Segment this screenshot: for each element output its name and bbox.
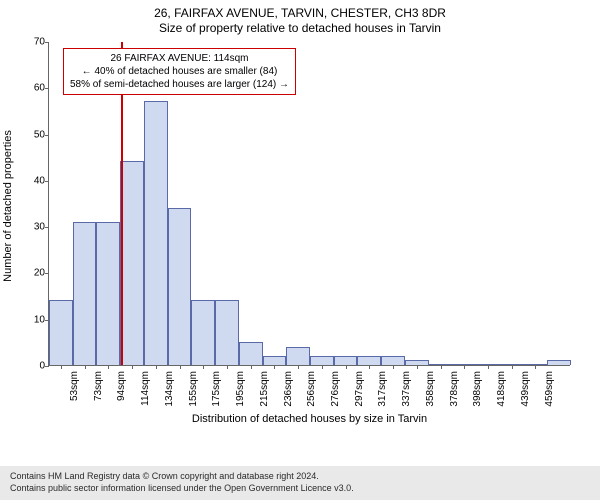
x-tick-mark <box>369 365 370 369</box>
chart-title-main: 26, FAIRFAX AVENUE, TARVIN, CHESTER, CH3… <box>0 6 600 20</box>
x-tick-label: 256sqm <box>306 371 317 411</box>
histogram-bar <box>191 300 215 365</box>
y-tick-mark <box>45 366 49 367</box>
x-tick-label: 418sqm <box>496 371 507 411</box>
x-tick-mark <box>85 365 86 369</box>
x-tick-label: 398sqm <box>472 371 483 411</box>
x-tick-label: 53sqm <box>69 371 80 411</box>
chart-area: Number of detached properties Distributi… <box>0 36 600 430</box>
x-axis-label: Distribution of detached houses by size … <box>49 413 570 425</box>
histogram-bar <box>547 360 571 365</box>
x-tick-label: 94sqm <box>116 371 127 411</box>
y-tick-mark <box>45 135 49 136</box>
histogram-bar <box>310 356 334 365</box>
x-tick-mark <box>441 365 442 369</box>
histogram-bar <box>96 222 120 365</box>
x-tick-mark <box>322 365 323 369</box>
histogram-bar <box>49 300 73 365</box>
x-tick-label: 73sqm <box>93 371 104 411</box>
histogram-bar <box>286 347 310 366</box>
annotation-line: ← 40% of detached houses are smaller (84… <box>70 65 289 78</box>
histogram-bar <box>73 222 97 365</box>
histogram-bar <box>120 161 144 365</box>
x-tick-label: 358sqm <box>425 371 436 411</box>
histogram-bar <box>239 342 263 365</box>
x-tick-mark <box>251 365 252 369</box>
histogram-bar <box>144 101 168 365</box>
y-tick-label: 40 <box>19 175 45 186</box>
x-tick-label: 195sqm <box>235 371 246 411</box>
y-tick-mark <box>45 181 49 182</box>
y-tick-mark <box>45 320 49 321</box>
y-tick-label: 60 <box>19 83 45 94</box>
x-tick-label: 114sqm <box>140 371 151 411</box>
histogram-bar <box>357 356 381 365</box>
x-tick-label: 215sqm <box>259 371 270 411</box>
x-tick-mark <box>108 365 109 369</box>
histogram-bar <box>168 208 192 365</box>
annotation-line: 58% of semi-detached houses are larger (… <box>70 78 289 91</box>
x-tick-label: 276sqm <box>330 371 341 411</box>
footer-line-2: Contains public sector information licen… <box>10 482 590 494</box>
x-tick-mark <box>346 365 347 369</box>
x-tick-mark <box>227 365 228 369</box>
x-tick-mark <box>180 365 181 369</box>
y-tick-mark <box>45 227 49 228</box>
histogram-bar <box>381 356 405 365</box>
x-tick-mark <box>274 365 275 369</box>
y-tick-mark <box>45 88 49 89</box>
x-tick-mark <box>203 365 204 369</box>
x-tick-mark <box>393 365 394 369</box>
chart-title-sub: Size of property relative to detached ho… <box>0 21 600 35</box>
y-tick-mark <box>45 273 49 274</box>
y-tick-label: 20 <box>19 268 45 279</box>
x-tick-label: 236sqm <box>283 371 294 411</box>
x-tick-label: 155sqm <box>188 371 199 411</box>
footer-attribution: Contains HM Land Registry data © Crown c… <box>0 466 600 500</box>
chart-title-block: 26, FAIRFAX AVENUE, TARVIN, CHESTER, CH3… <box>0 0 600 35</box>
y-tick-label: 0 <box>19 361 45 372</box>
footer-line-1: Contains HM Land Registry data © Crown c… <box>10 470 590 482</box>
x-tick-mark <box>464 365 465 369</box>
x-tick-label: 378sqm <box>449 371 460 411</box>
x-tick-label: 297sqm <box>354 371 365 411</box>
x-tick-label: 439sqm <box>520 371 531 411</box>
histogram-bar <box>215 300 239 365</box>
histogram-bar <box>334 356 358 365</box>
x-tick-label: 317sqm <box>377 371 388 411</box>
plot-area: Distribution of detached houses by size … <box>48 42 570 366</box>
x-tick-label: 459sqm <box>544 371 555 411</box>
x-tick-mark <box>156 365 157 369</box>
x-tick-label: 134sqm <box>164 371 175 411</box>
y-tick-label: 50 <box>19 129 45 140</box>
y-tick-label: 10 <box>19 314 45 325</box>
x-tick-mark <box>535 365 536 369</box>
y-tick-label: 70 <box>19 37 45 48</box>
y-tick-label: 30 <box>19 222 45 233</box>
annotation-line: 26 FAIRFAX AVENUE: 114sqm <box>70 52 289 65</box>
x-tick-label: 337sqm <box>401 371 412 411</box>
x-tick-mark <box>488 365 489 369</box>
x-tick-mark <box>61 365 62 369</box>
x-tick-mark <box>417 365 418 369</box>
y-axis-label: Number of detached properties <box>2 130 14 282</box>
x-tick-mark <box>512 365 513 369</box>
x-tick-label: 175sqm <box>211 371 222 411</box>
histogram-bar <box>263 356 287 365</box>
y-tick-mark <box>45 42 49 43</box>
x-tick-mark <box>298 365 299 369</box>
x-tick-mark <box>132 365 133 369</box>
annotation-box: 26 FAIRFAX AVENUE: 114sqm← 40% of detach… <box>63 48 296 95</box>
